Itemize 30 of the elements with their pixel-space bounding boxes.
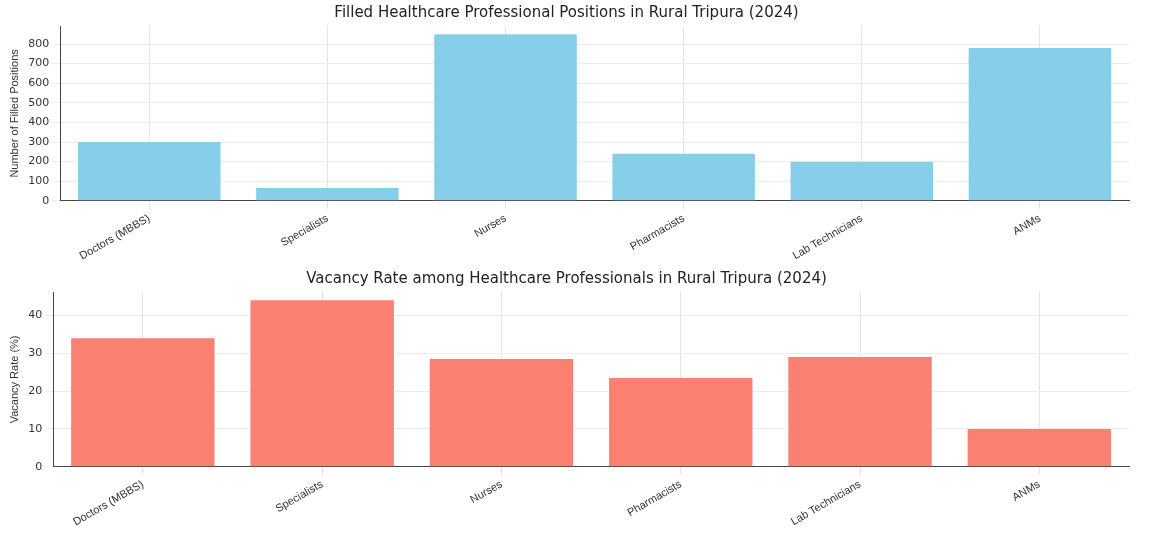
bar: [968, 47, 1112, 201]
y-axis-title: Number of Filled Positions: [7, 48, 20, 178]
y-tick-label: 0: [35, 459, 43, 473]
y-axis-title: Vacancy Rate (%): [7, 335, 20, 424]
y-tick-label: 40: [28, 308, 43, 322]
y-tick-label: 600: [28, 76, 50, 90]
chart-title: Vacancy Rate among Healthcare Professionals in Rural Tripura (2024): [306, 268, 827, 287]
bar: [71, 338, 215, 467]
y-tick-label: 500: [28, 95, 50, 109]
bar: [609, 377, 753, 467]
bar: [256, 188, 399, 201]
bar: [790, 161, 934, 201]
bar: [429, 358, 574, 467]
y-tick-label: 0: [42, 193, 50, 207]
y-tick-label: 20: [28, 384, 43, 398]
bar: [612, 153, 755, 201]
bar: [788, 357, 932, 467]
bar: [967, 429, 1112, 467]
y-tick-label: 100: [28, 174, 50, 188]
y-tick-label: 30: [28, 346, 43, 360]
chart-title: Filled Healthcare Professional Positions in Rural Tripura (2024): [334, 2, 799, 21]
y-tick-label: 10: [28, 421, 43, 435]
y-tick-label: 400: [28, 115, 50, 129]
bar: [434, 34, 577, 201]
bar: [250, 300, 394, 467]
y-tick-label: 300: [28, 134, 50, 148]
y-tick-label: 800: [28, 36, 50, 50]
y-tick-label: 200: [28, 154, 50, 168]
y-tick-label: 700: [28, 56, 50, 70]
bar: [78, 142, 221, 201]
